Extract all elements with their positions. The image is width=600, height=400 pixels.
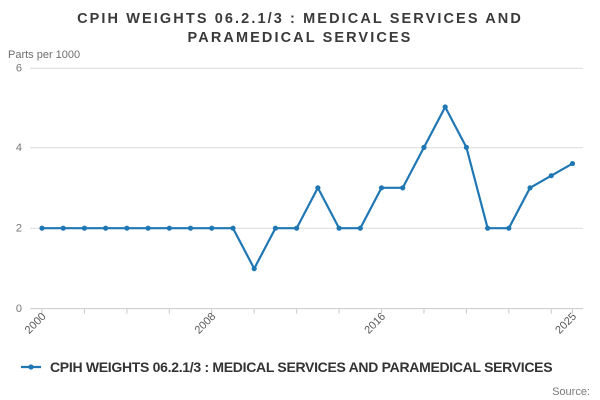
svg-text:2: 2: [16, 223, 22, 235]
svg-text:4: 4: [16, 142, 22, 154]
svg-text:2000: 2000: [23, 311, 49, 337]
svg-text:6: 6: [16, 63, 22, 75]
svg-text:2016: 2016: [362, 311, 388, 337]
svg-text:2008: 2008: [193, 311, 219, 337]
svg-text:0: 0: [16, 303, 22, 315]
svg-text:2025: 2025: [553, 311, 579, 337]
